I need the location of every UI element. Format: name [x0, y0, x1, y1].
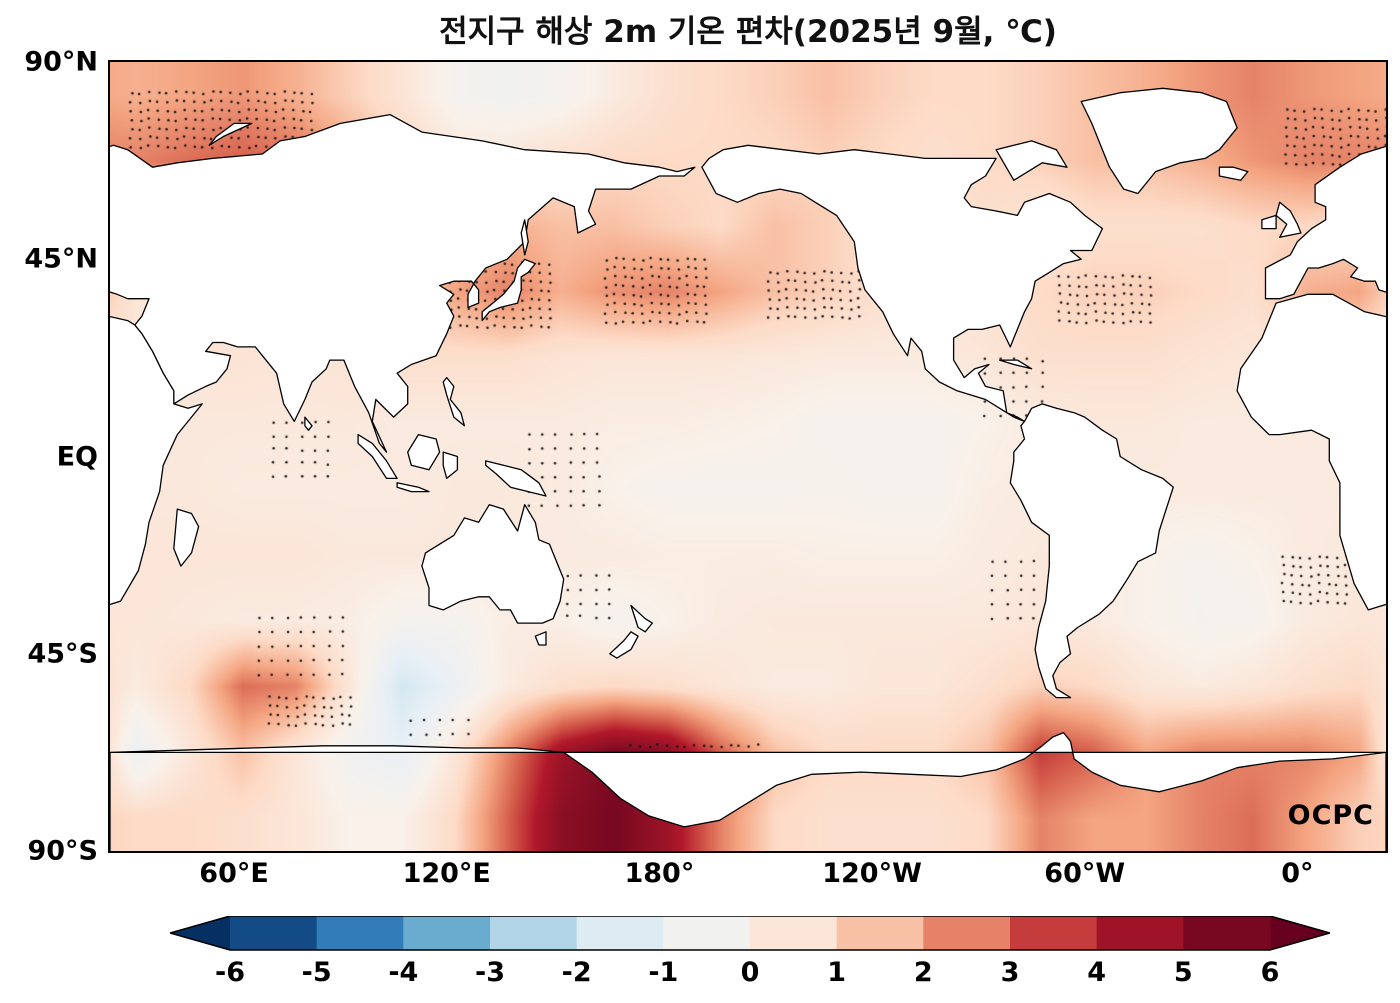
colorbar: [170, 916, 1330, 951]
lon-tick-label: 120°W: [822, 858, 922, 889]
colorbar-segment: [923, 916, 1011, 950]
lon-tick-label: 120°E: [402, 858, 491, 889]
coastline-borneo: [407, 433, 441, 471]
coastline-ireland: [1261, 214, 1277, 230]
coastline-japan: [481, 258, 536, 322]
coastline-new-guinea: [485, 460, 547, 497]
colorbar-segment: [230, 916, 318, 950]
coastlines-overlay: [110, 87, 1386, 851]
coastline-philippines: [442, 376, 466, 427]
coastline-sakhalin: [520, 219, 529, 256]
colorbar-tick-label: -2: [561, 957, 592, 988]
colorbar-tick-label: -3: [475, 957, 505, 988]
coastline-novaya-zemlya: [208, 122, 253, 146]
coastline-africa: [1236, 293, 1386, 611]
colorbar-segment: [1183, 916, 1271, 950]
coastline-australia: [421, 504, 565, 624]
coastline-madagascar: [173, 508, 200, 567]
lon-tick-label: 0°: [1281, 858, 1314, 889]
lat-tick-label: 90°S: [27, 835, 98, 867]
colorbar-right-arrow: [1270, 916, 1330, 950]
map-plot: OCPC: [108, 60, 1388, 853]
lat-tick-label: EQ: [56, 441, 98, 472]
colorbar-tick-label: 4: [1087, 957, 1107, 988]
colorbar-segment: [1010, 916, 1098, 950]
coastline-sumatra: [357, 433, 398, 480]
coastline-tasmania: [534, 631, 547, 646]
coastline-greenland: [1080, 87, 1238, 195]
colorbar-segment: [576, 916, 664, 950]
colorbar-tick-label: 6: [1260, 957, 1280, 988]
coastline-antarctica: [110, 731, 1386, 851]
colorbar-tick-label: 5: [1173, 957, 1193, 988]
coastline-north-america: [701, 144, 1104, 423]
coastline-africa: [110, 315, 203, 606]
colorbar-tick-label: -1: [648, 957, 679, 988]
lon-tick-label: 180°: [624, 858, 695, 889]
colorbar-tick-label: 0: [740, 957, 760, 988]
colorbar-segment: [663, 916, 751, 950]
coastline-south-america: [1009, 403, 1174, 699]
coastline-eurasia: [110, 113, 696, 453]
lat-tick-label: 45°N: [24, 243, 98, 275]
colorbar-tick-label: -6: [215, 957, 245, 988]
lat-tick-label: 45°S: [27, 638, 98, 670]
colorbar-segment: [490, 916, 578, 950]
colorbar-segment: [750, 916, 838, 950]
colorbar-left-arrow: [170, 916, 230, 950]
ocpc-logo: OCPC: [1287, 800, 1374, 831]
coastline-cuba: [999, 359, 1033, 370]
colorbar-tick-label: 3: [1000, 957, 1020, 988]
colorbar-tick-label: 2: [913, 957, 933, 988]
colorbar-tick-label: -5: [301, 957, 332, 988]
colorbar-tick-label: -4: [388, 957, 419, 988]
coastline-sri-lanka: [304, 416, 313, 431]
lon-tick-label: 60°E: [199, 858, 269, 889]
coastline-iceland: [1218, 166, 1249, 181]
lon-tick-label: 60°W: [1044, 858, 1126, 889]
colorbar-segment: [403, 916, 491, 950]
coastline-new-zealand-south: [609, 631, 639, 659]
colorbar-segment: [836, 916, 924, 950]
colorbar-outline: [170, 916, 1330, 951]
colorbar-segment: [316, 916, 404, 950]
colorbar-segment: [1096, 916, 1184, 950]
coastline-sulawesi: [442, 451, 459, 480]
coastline-uk: [1275, 201, 1302, 238]
coastline-baffin-island: [995, 140, 1068, 181]
coastline-eurasia: [1264, 145, 1386, 300]
coastline-new-zealand-north: [630, 604, 653, 633]
chart-title: 전지구 해상 2m 기온 편차(2025년 9월, ℃): [439, 14, 1057, 50]
coastline-java: [396, 482, 430, 493]
lat-tick-label: 90°N: [24, 46, 98, 78]
colorbar-tick-label: 1: [827, 957, 847, 988]
